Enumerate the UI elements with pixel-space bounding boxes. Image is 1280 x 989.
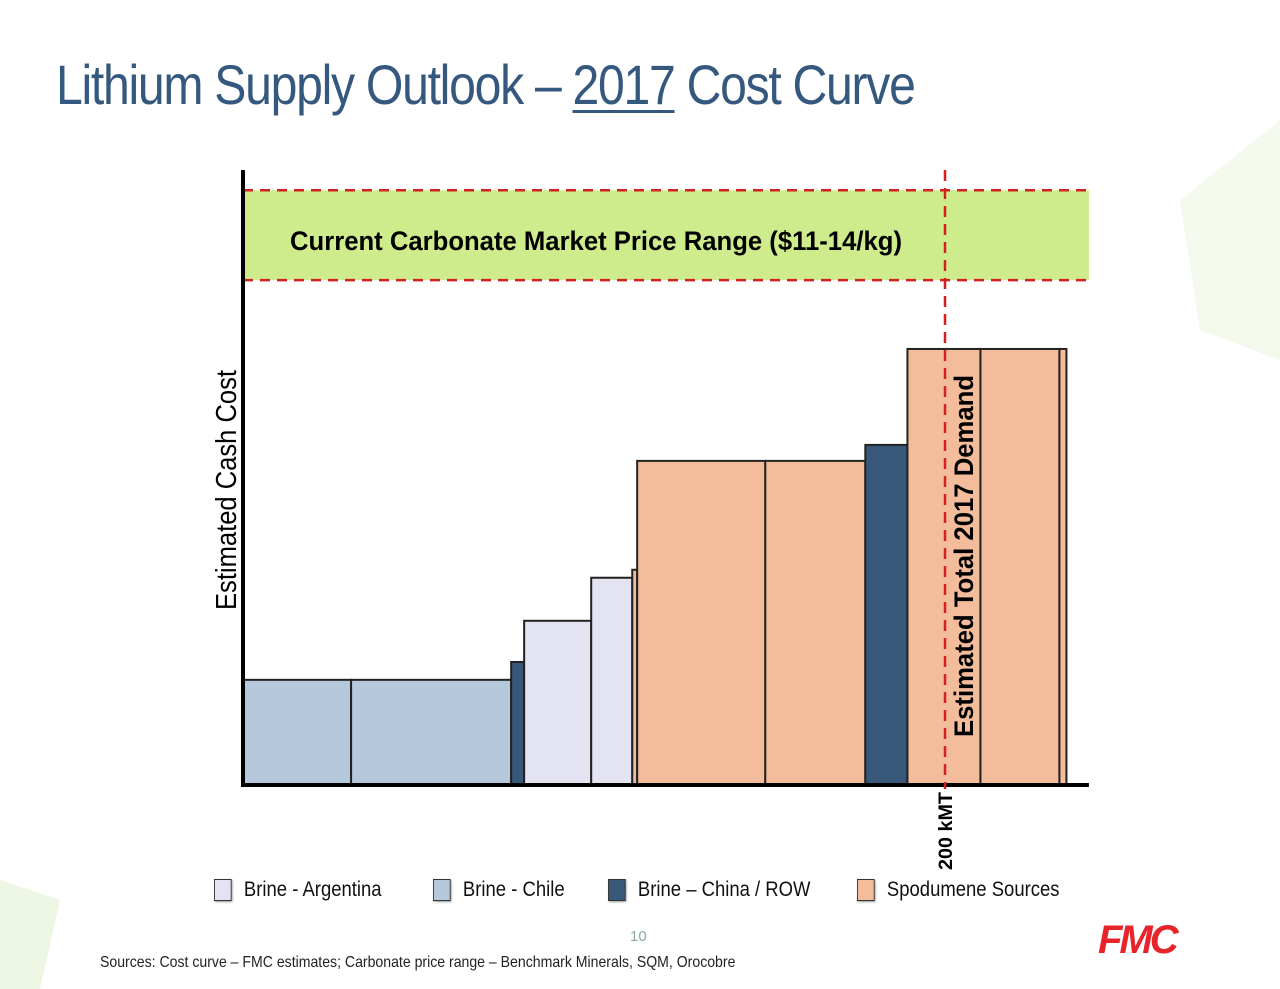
legend-item-spodumene: Spodumene Sources	[857, 878, 1060, 902]
fmc-logo: FMC	[1098, 918, 1179, 962]
slide-title: Lithium Supply Outlook – 2017 Cost Curve	[56, 52, 916, 117]
legend-item-china: Brine – China / ROW	[608, 878, 810, 902]
legend-label: Brine - Chile	[462, 878, 565, 901]
legend-label: Brine – China / ROW	[637, 878, 811, 901]
price-band-label: Current Carbonate Market Price Range ($1…	[290, 226, 902, 256]
legend-swatch	[608, 879, 626, 901]
bar-2	[350, 678, 513, 787]
title-year: 2017	[572, 53, 676, 116]
legend-item-argentina: Brine - Argentina	[214, 878, 382, 902]
bar-1	[242, 678, 353, 787]
x-tick-label-200: 200 kMT	[936, 792, 957, 870]
bar-5	[590, 576, 634, 786]
page-number: 10	[630, 928, 647, 945]
title-prefix: Lithium Supply Outlook –	[56, 53, 573, 116]
legend-label: Brine - Argentina	[243, 878, 382, 901]
title-suffix: Cost Curve	[674, 53, 916, 116]
bar-11	[979, 347, 1061, 786]
legend-swatch	[433, 879, 451, 901]
sources-note: Sources: Cost curve – FMC estimates; Car…	[100, 954, 736, 971]
bar-7	[636, 459, 767, 786]
bar-9	[864, 443, 909, 786]
bar-4	[523, 619, 593, 786]
legend-swatch	[857, 879, 875, 901]
bars	[242, 347, 1068, 787]
bar-8	[764, 459, 867, 786]
legend-swatch	[214, 879, 232, 901]
decorative-leaves	[0, 120, 1280, 989]
bar-3	[510, 661, 526, 786]
y-axis-label: Estimated Cash Cost	[211, 370, 243, 610]
demand-label: Estimated Total 2017 Demand	[949, 375, 979, 737]
legend-item-chile: Brine - Chile	[433, 878, 565, 902]
legend-label: Spodumene Sources	[886, 878, 1060, 901]
bar-12	[1058, 347, 1068, 786]
price-band	[243, 190, 1089, 281]
